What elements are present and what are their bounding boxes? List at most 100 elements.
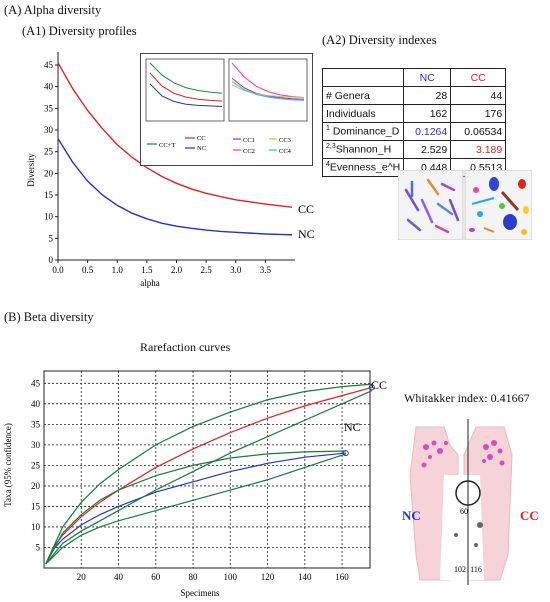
x-tick-label: 1.5: [141, 265, 153, 275]
specimen-images: [398, 170, 532, 240]
inset-line-cc: [149, 72, 223, 102]
x-tick-label: 2.5: [201, 265, 213, 275]
inset-line-cc2: [231, 62, 305, 99]
table-row: 2,3Shannon_H 2.529 3.189: [321, 140, 507, 159]
shared-circle: [455, 480, 481, 506]
x-axis-label: alpha: [140, 278, 160, 288]
y-tick-label: 40: [44, 82, 54, 92]
nc-end-label: NC: [298, 227, 315, 241]
x-tick-label: 40: [114, 572, 124, 582]
y-tick-label: 10: [31, 522, 41, 532]
legend-cct: CC+T: [159, 142, 175, 149]
row-label: # Genera: [321, 86, 405, 105]
x-tick-label: 0.5: [82, 265, 94, 275]
table-row: Individuals 162 176: [321, 104, 507, 123]
cc-end-label: CC: [298, 202, 314, 216]
y-tick-label: 15: [44, 190, 54, 200]
y-tick-label: 20: [31, 481, 41, 491]
x-tick-label: 20: [77, 572, 87, 582]
x-tick-label: 80: [189, 572, 199, 582]
inset-line-nc: [149, 83, 223, 107]
rarefaction-title: Rarefaction curves: [140, 340, 231, 354]
nc-end-marker: [342, 450, 349, 457]
cc-value: 3.189: [450, 140, 507, 159]
header-cc: CC: [450, 68, 507, 87]
legend-cc3: CC3: [279, 137, 291, 144]
row-label: 2,3Shannon_H: [321, 140, 405, 159]
y-tick-label: 25: [44, 147, 54, 157]
table-row: 1 Dominance_D 0.1264 0.06534: [321, 122, 507, 141]
y-tick-label: 35: [31, 419, 41, 429]
x-tick-label: 160: [335, 572, 349, 582]
x-tick-label: 100: [224, 572, 238, 582]
row-label: Individuals: [321, 104, 405, 123]
confidence-line: [45, 390, 373, 565]
inset-line-ccplust: [149, 62, 223, 94]
legend-cc: CC: [197, 135, 206, 142]
diversity-profile-chart: 0 5 10 15 20 25 30 35 40 45 0.0 0.5 1.0 1.5 2.0 2.5 3.0 3…: [26, 52, 315, 288]
alpha-section-title: (A) Alpha diversity: [4, 3, 102, 17]
inset-panel: CC+T CC NC CC1 CC2 CC3 CC4: [140, 53, 313, 166]
cc-value: 176: [450, 104, 507, 123]
legend-cc1: CC1: [243, 137, 255, 144]
series-line-nc: [57, 138, 293, 236]
y-tick-label: 30: [31, 440, 41, 450]
series-line-cc: [57, 62, 293, 208]
cc-end-marker: [368, 384, 375, 391]
venn-cc-count: 116: [470, 565, 482, 574]
legend-cc4: CC4: [279, 148, 292, 155]
nc-value: 28: [403, 86, 452, 105]
venn-nc-label: NC: [402, 508, 421, 523]
y-tick-label: 30: [44, 125, 54, 135]
cc-value: 44: [450, 86, 507, 105]
venn-nc-count: 102: [454, 565, 466, 574]
nc-end-label: NC: [344, 420, 361, 434]
nc-value: 2.529: [403, 140, 452, 159]
x-tick-label: 3.5: [260, 265, 272, 275]
venn-diagram: NC CC 60 102 116: [402, 419, 539, 585]
plot-frame: [43, 370, 371, 569]
x-tick-label: 140: [298, 572, 312, 582]
cc-end-label: CC: [371, 378, 387, 392]
x-tick-label: 2.0: [171, 265, 183, 275]
y-tick-label: 45: [44, 60, 54, 70]
y-axis-label: Taxa (95% confidence): [3, 423, 13, 507]
venn-cc-label: CC: [520, 508, 539, 523]
table-row: # Genera 28 44: [321, 86, 507, 105]
venn-shared-count: 60: [460, 507, 468, 516]
y-axis-label: Diversity: [26, 153, 36, 187]
rarefaction-chart: 5 10 15 20 25 30 35 40 45 20 40 60 80 100 120 140 160 CC…: [3, 370, 387, 598]
y-tick-label: 25: [31, 460, 41, 470]
y-tick-label: 5: [49, 233, 54, 243]
table-header-row: NC CC: [321, 68, 507, 87]
x-tick-label: 3.0: [230, 265, 242, 275]
table-header-empty: [321, 68, 405, 87]
y-tick-label: 40: [31, 399, 41, 409]
nc-value: 0.1264: [403, 122, 452, 141]
x-tick-label: 1.0: [112, 265, 124, 275]
series-line-nc: [45, 452, 346, 565]
legend-nc: NC: [197, 145, 206, 152]
x-tick-label: 120: [261, 572, 275, 582]
header-nc: NC: [403, 68, 452, 87]
row-label: 4Evenness_e^H: [321, 158, 405, 177]
x-tick-label: 60: [151, 572, 161, 582]
confidence-line: [45, 453, 346, 565]
legend-cc2: CC2: [243, 148, 255, 155]
inset-chart: CC+T CC NC CC1 CC2 CC3 CC4: [145, 58, 308, 155]
a2-title: (A2) Diversity indexes: [322, 33, 437, 47]
shared-region: [440, 475, 484, 580]
y-tick-label: 35: [44, 103, 54, 113]
y-tick-label: 20: [44, 168, 54, 178]
beta-section-title: (B) Beta diversity: [4, 310, 94, 324]
confidence-line: [45, 450, 346, 565]
a1-title: (A1) Diversity profiles: [22, 24, 137, 38]
series-line-cc: [45, 386, 373, 565]
nc-value: 162: [403, 104, 452, 123]
row-label: 1 Dominance_D: [321, 122, 405, 141]
inset-line-cc1: [231, 78, 305, 100]
inset-line-cc4: [231, 81, 305, 101]
x-axis-label: Specimens: [181, 588, 220, 598]
y-tick-label: 10: [44, 212, 54, 222]
whittaker-index: Whitakker index: 0.41667: [404, 391, 530, 405]
